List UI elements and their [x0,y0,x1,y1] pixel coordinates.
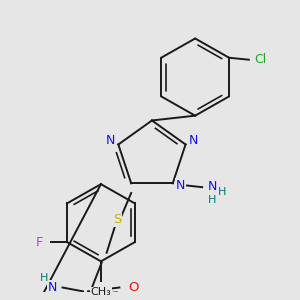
Text: N: N [48,281,57,294]
Text: H: H [208,195,216,205]
Text: N: N [189,134,198,147]
Text: F: F [36,236,43,249]
Text: H: H [40,273,48,283]
Text: CH₃: CH₃ [91,287,111,297]
Text: H: H [218,187,226,197]
Text: N: N [207,180,217,193]
Text: N: N [106,134,115,147]
Text: Cl: Cl [254,53,267,66]
Text: S: S [113,214,122,226]
Text: O: O [128,281,138,294]
Text: N: N [176,179,185,192]
